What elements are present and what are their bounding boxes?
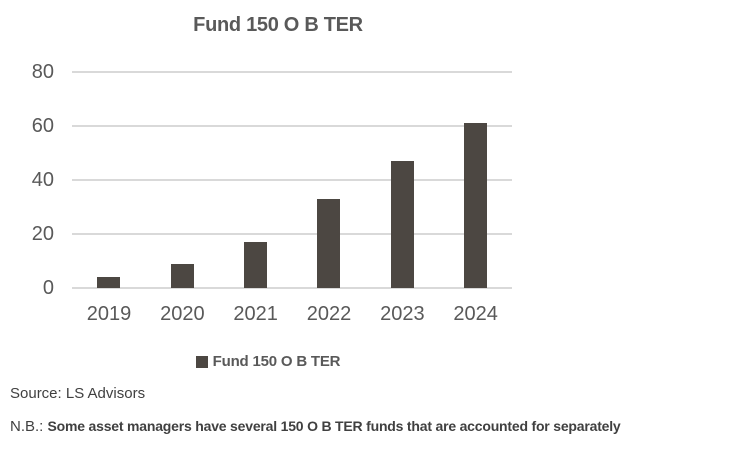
plot-area	[72, 71, 512, 289]
y-axis-label-0: 0	[42, 277, 54, 299]
x-axis-label-2023: 2023	[380, 303, 425, 325]
bar-chart: Fund 150 O B TER 0 20 40 60 80 2019 2020 2021 20…	[0, 14, 536, 370]
chart-legend: Fund 150 O B TER	[0, 353, 536, 370]
x-axis-label-2019: 2019	[86, 303, 132, 325]
legend-label: Fund 150 O B TER	[212, 353, 341, 370]
nb-note: N.B.: Some asset managers have several 1…	[10, 418, 621, 435]
bar-2024	[463, 123, 487, 288]
bar-2023	[390, 161, 414, 288]
x-axis-label-2021: 2021	[233, 303, 278, 325]
nb-prefix: N.B.:	[10, 418, 44, 435]
y-axis-label-40: 40	[31, 169, 54, 191]
source-note: Source: LS Advisors	[10, 385, 146, 402]
x-axis-label-2020: 2020	[160, 303, 205, 325]
legend-swatch-icon	[195, 355, 208, 368]
bar-2021	[243, 242, 267, 288]
gridline-40	[72, 179, 512, 181]
bar-2019	[97, 277, 121, 288]
x-axis-label-2024: 2024	[453, 303, 498, 325]
bar-2022	[317, 198, 341, 288]
nb-text: Some asset managers have several 150 O B…	[47, 418, 621, 434]
gridline-80	[72, 71, 512, 73]
bar-2020	[170, 263, 194, 288]
y-axis-label-60: 60	[31, 115, 54, 137]
gridline-0	[72, 287, 512, 289]
gridline-20	[72, 233, 512, 235]
y-axis-label-20: 20	[31, 223, 54, 245]
gridline-60	[72, 125, 512, 127]
y-axis-label-80: 80	[31, 61, 54, 83]
x-axis-label-2022: 2022	[306, 303, 352, 325]
chart-title: Fund 150 O B TER	[193, 14, 363, 36]
